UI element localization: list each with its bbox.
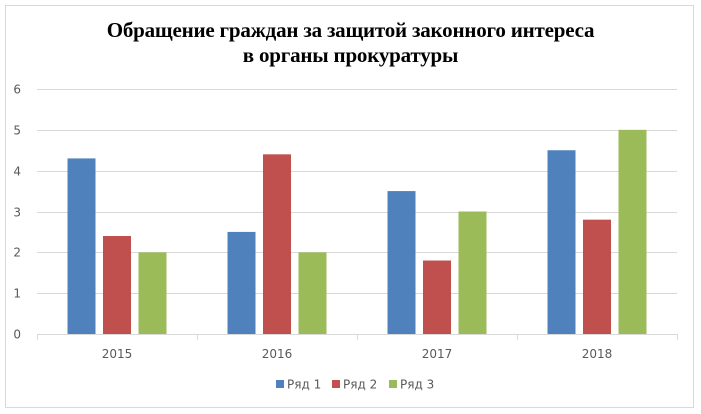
bar-3-2017: [458, 211, 487, 334]
y-tick-label: 4: [13, 165, 21, 179]
bar-2-2018: [583, 219, 611, 334]
y-tick-label: 2: [13, 246, 21, 260]
x-tick-label: 2017: [422, 347, 453, 361]
legend-swatch-2: [332, 380, 340, 388]
x-axis: 2015 2016 2017 2018: [37, 334, 678, 361]
bar-1-2017: [387, 191, 416, 334]
bar-2-2016: [263, 154, 291, 334]
legend-label-1: Ряд 1: [287, 378, 321, 392]
bars: [67, 129, 647, 334]
y-tick-label: 0: [13, 328, 21, 342]
x-tick-label: 2018: [582, 347, 613, 361]
y-tick-label: 5: [13, 124, 21, 138]
bar-3-2018: [618, 129, 647, 334]
bar-1-2018: [547, 150, 576, 334]
bar-1-2015: [67, 158, 96, 334]
x-tick-label: 2015: [102, 347, 133, 361]
bar-2-2017: [423, 260, 451, 334]
bar-3-2016: [298, 252, 327, 334]
chart-frame: [5, 5, 694, 408]
legend-swatch-3: [389, 380, 397, 388]
bar-2-2015: [103, 236, 131, 334]
legend-swatch-1: [276, 380, 284, 388]
y-tick-label: 3: [13, 206, 21, 220]
legend-label-2: Ряд 2: [343, 378, 377, 392]
bar-3-2015: [138, 252, 167, 334]
gridlines: [37, 89, 677, 294]
legend: Ряд 1 Ряд 2 Ряд 3: [276, 378, 434, 392]
legend-label-3: Ряд 3: [400, 378, 434, 392]
bar-1-2016: [227, 231, 256, 334]
y-tick-label: 1: [13, 287, 21, 301]
chart-title-line-1: Обращение граждан за защитой законного и…: [106, 18, 595, 42]
y-axis: 0 1 2 3 4 5 6: [13, 83, 21, 342]
chart-title: Обращение граждан за защитой законного и…: [0, 18, 701, 68]
y-tick-label: 6: [13, 83, 21, 97]
x-tick-label: 2016: [262, 347, 293, 361]
chart-title-line-2: в органы прокуратуры: [242, 43, 459, 67]
